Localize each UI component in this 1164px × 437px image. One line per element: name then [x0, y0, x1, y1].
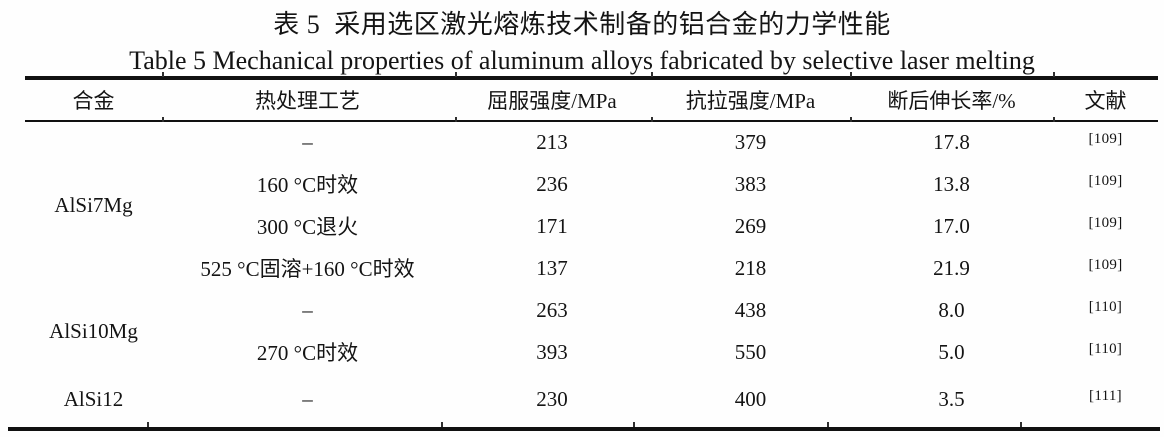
column-separator-tick — [1053, 117, 1055, 122]
column-header-alloy: 合金 — [72, 89, 115, 113]
reference-superscript: [109] — [1088, 256, 1123, 273]
cell-treatment: 525 °C固溶+160 °C时效 — [200, 257, 415, 281]
cell-tensile-strength: 269 — [734, 213, 767, 238]
reference-superscript: [110] — [1088, 298, 1123, 315]
table-row: 160 °C时效 236 383 13.8 [109] — [25, 163, 1158, 205]
cell-tensile-strength: 438 — [734, 297, 767, 322]
table-top-rule — [25, 76, 1158, 80]
cell-tensile-strength: 379 — [734, 130, 767, 154]
column-header-elongation: 断后伸长率/% — [887, 89, 1016, 113]
cell-treatment: – — [302, 297, 313, 322]
column-separator-tick — [162, 117, 164, 122]
cell-treatment: 160 °C时效 — [256, 173, 359, 197]
cell-reference: [109] — [1053, 163, 1158, 205]
column-separator-tick — [162, 72, 164, 77]
table-row: AlSi12 – 230 400 3.5 [111] — [25, 373, 1158, 425]
cell-alloy: AlSi10Mg — [49, 318, 138, 343]
cell-yield-strength: 263 — [536, 297, 568, 322]
column-separator-tick — [827, 422, 829, 427]
column-separator-tick — [441, 422, 443, 427]
column-separator-tick — [455, 72, 457, 77]
cell-elongation: 17.0 — [933, 213, 970, 238]
cell-elongation: 5.0 — [938, 339, 965, 364]
cell-tensile-strength: 550 — [734, 339, 767, 364]
cell-elongation: 21.9 — [933, 255, 970, 280]
column-separator-tick — [850, 117, 852, 122]
cell-yield-strength: 393 — [536, 339, 568, 364]
table-header-row: 合金 热处理工艺 屈服强度/MPa 抗拉强度/MPa 断后伸长率/% 文献 — [25, 80, 1158, 121]
column-separator-tick — [455, 117, 457, 122]
cell-alloy: AlSi12 — [63, 386, 124, 411]
cell-yield-strength: 230 — [536, 386, 568, 411]
cell-yield-strength: 137 — [536, 255, 568, 280]
column-separator-tick — [633, 422, 635, 427]
column-separator-tick — [850, 72, 852, 77]
table-caption-zh: 表 5 采用选区激光熔炼技术制备的铝合金的力学性能 — [273, 10, 891, 39]
cell-treatment: – — [302, 386, 313, 411]
cell-tensile-strength: 218 — [734, 255, 767, 280]
column-header-tensile-strength: 抗拉强度/MPa — [685, 89, 816, 113]
cell-reference: [110] — [1053, 331, 1158, 373]
reference-superscript: [110] — [1088, 340, 1123, 357]
cell-tensile-strength: 400 — [734, 386, 767, 411]
reference-superscript: [109] — [1088, 172, 1123, 189]
cell-yield-strength: 171 — [536, 213, 568, 238]
table-row: 525 °C固溶+160 °C时效 137 218 21.9 [109] — [25, 247, 1158, 289]
column-separator-tick — [1020, 422, 1022, 427]
reference-superscript: [111] — [1089, 387, 1122, 404]
cell-elongation: 17.8 — [933, 130, 970, 154]
cell-reference: [109] — [1053, 205, 1158, 247]
cell-reference: [109] — [1053, 121, 1158, 163]
cell-yield-strength: 213 — [536, 130, 568, 154]
reference-superscript: [109] — [1088, 131, 1123, 147]
cell-treatment: – — [302, 130, 313, 154]
column-separator-tick — [147, 422, 149, 427]
column-header-treatment: 热处理工艺 — [255, 89, 360, 113]
cell-tensile-strength: 383 — [734, 171, 767, 196]
column-header-reference: 文献 — [1084, 89, 1127, 113]
table-bottom-rule — [8, 427, 1160, 431]
mechanical-properties-table: 合金 热处理工艺 屈服强度/MPa 抗拉强度/MPa 断后伸长率/% 文献 Al… — [25, 80, 1158, 425]
table-row: 270 °C时效 393 550 5.0 [110] — [25, 331, 1158, 373]
cell-yield-strength: 236 — [536, 171, 568, 196]
cell-elongation: 3.5 — [938, 386, 965, 411]
cell-treatment: 270 °C时效 — [256, 341, 359, 365]
column-separator-tick — [651, 72, 653, 77]
cell-elongation: 13.8 — [933, 171, 970, 196]
table-row: AlSi10Mg – 263 438 8.0 [110] — [25, 289, 1158, 343]
column-header-yield-strength: 屈服强度/MPa — [487, 89, 617, 113]
column-separator-tick — [1053, 72, 1055, 77]
table-caption-en: Table 5 Mechanical properties of aluminu… — [129, 46, 1035, 75]
cell-reference: [110] — [1053, 289, 1158, 331]
column-separator-tick — [651, 117, 653, 122]
cell-reference: [111] — [1053, 373, 1158, 425]
table-row: AlSi7Mg – 213 379 17.8 [109] — [25, 121, 1158, 217]
cell-reference: [109] — [1053, 247, 1158, 289]
cell-alloy: AlSi7Mg — [54, 193, 133, 217]
cell-elongation: 8.0 — [938, 297, 965, 322]
table-row: 300 °C退火 171 269 17.0 [109] — [25, 205, 1158, 247]
cell-treatment: 300 °C退火 — [256, 215, 359, 239]
reference-superscript: [109] — [1088, 214, 1123, 231]
